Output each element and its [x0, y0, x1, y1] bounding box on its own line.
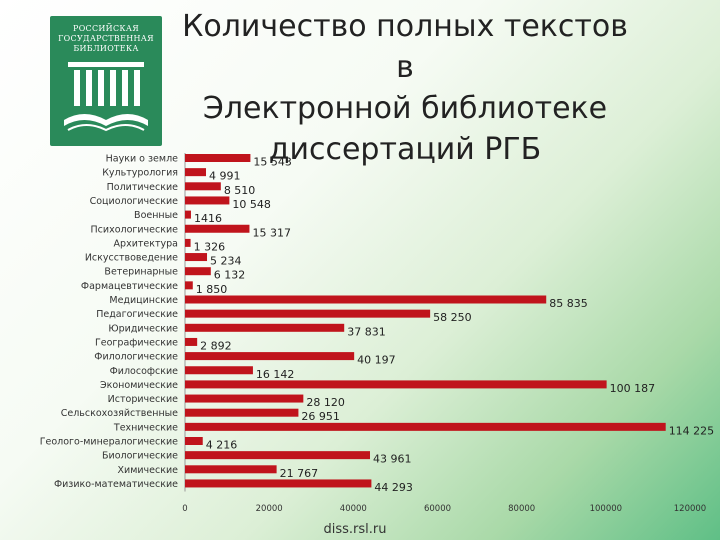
- value-label: 28 120: [306, 396, 345, 409]
- bar: [185, 238, 191, 247]
- category-label: Географические: [95, 337, 178, 348]
- category-label: Ветеринарные: [104, 267, 178, 278]
- category-label: Юридические: [108, 323, 178, 334]
- x-tick-label: 80000: [508, 504, 535, 514]
- value-label: 8 510: [224, 184, 256, 197]
- bar: [185, 366, 253, 375]
- category-label: Педагогические: [96, 309, 178, 320]
- value-label: 15 543: [253, 156, 292, 169]
- value-label: 10 548: [232, 198, 271, 211]
- title-line-3: диссертаций РГБ: [268, 132, 542, 167]
- bar: [185, 408, 299, 417]
- bar: [185, 182, 221, 191]
- bar: [185, 380, 607, 389]
- bar: [185, 323, 345, 332]
- category-label: Исторические: [108, 394, 178, 405]
- value-label: 85 835: [549, 297, 588, 310]
- value-label: 1 850: [196, 283, 228, 296]
- page-title: Количество полных текстов в Электронной …: [170, 6, 640, 170]
- x-tick-label: 100000: [590, 504, 622, 514]
- bar: [185, 337, 198, 346]
- value-label: 4 991: [209, 170, 241, 183]
- x-tick-label: 40000: [340, 504, 367, 514]
- category-label: Науки о земле: [106, 154, 178, 165]
- value-label: 26 951: [301, 410, 340, 423]
- value-label: 5 234: [210, 255, 242, 268]
- value-label: 1 326: [194, 240, 226, 253]
- value-label: 21 767: [280, 467, 319, 480]
- value-label: 43 961: [373, 453, 412, 466]
- title-line-1: Количество полных текстов в: [182, 9, 628, 85]
- category-label: Фармацевтические: [81, 281, 178, 292]
- bar: [185, 210, 191, 219]
- bar: [185, 394, 304, 403]
- logo-text-line1: РОССИЙСКАЯ: [73, 24, 139, 33]
- bar: [185, 168, 207, 177]
- value-label: 37 831: [347, 325, 386, 338]
- category-label: Химические: [118, 465, 179, 476]
- bar: [185, 281, 193, 290]
- library-logo: РОССИЙСКАЯ ГОСУДАРСТВЕННАЯ БИБЛИОТЕКА: [50, 16, 162, 146]
- footer-url: diss.rsl.ru: [323, 522, 387, 537]
- bar: [185, 422, 666, 431]
- title-line-2: Электронной библиотеке: [202, 91, 608, 126]
- bar: [185, 437, 203, 445]
- x-tick-label: 120000: [674, 504, 706, 514]
- value-label: 100 187: [610, 382, 656, 395]
- category-label: Биологические: [102, 451, 178, 462]
- bar: [185, 154, 251, 162]
- bar: [185, 352, 355, 361]
- bar: [185, 267, 211, 276]
- category-label: Психологические: [91, 224, 179, 235]
- category-label: Культурология: [102, 168, 178, 179]
- value-label: 1416: [194, 212, 222, 225]
- bar: [185, 465, 277, 474]
- value-label: 44 293: [374, 481, 413, 494]
- value-label: 58 250: [433, 311, 472, 324]
- bar: [185, 196, 230, 205]
- value-label: 2 892: [200, 339, 232, 352]
- category-label: Искусствоведение: [85, 253, 178, 264]
- category-label: Технические: [113, 422, 178, 433]
- category-label: Социологические: [90, 196, 179, 207]
- bar: [185, 479, 372, 488]
- category-label: Сельскохозяйственные: [61, 408, 178, 419]
- logo-text: РОССИЙСКАЯ ГОСУДАРСТВЕННАЯ БИБЛИОТЕКА: [58, 24, 154, 54]
- value-label: 4 216: [206, 439, 238, 452]
- value-label: 15 317: [252, 226, 291, 239]
- value-label: 6 132: [214, 269, 246, 282]
- bar: [185, 224, 250, 233]
- category-label: Медицинские: [109, 295, 178, 306]
- category-label: Архитектура: [114, 238, 178, 249]
- logo-text-line3: БИБЛИОТЕКА: [73, 44, 139, 53]
- book-columns-icon: [64, 62, 148, 132]
- x-tick-label: 0: [182, 504, 187, 514]
- category-label: Экономические: [100, 380, 178, 391]
- value-label: 114 225: [669, 424, 715, 437]
- bar: [185, 295, 547, 304]
- category-label: Политические: [107, 182, 179, 193]
- bar: [185, 309, 431, 318]
- category-label: Физико-математические: [54, 479, 178, 490]
- category-label: Военные: [134, 210, 178, 221]
- bar: [185, 451, 371, 460]
- value-label: 16 142: [256, 368, 294, 381]
- x-tick-label: 60000: [424, 504, 451, 514]
- category-label: Филологические: [94, 352, 178, 363]
- category-label: Геолого-минералогические: [40, 437, 178, 448]
- value-label: 40 197: [357, 354, 396, 367]
- logo-text-line2: ГОСУДАРСТВЕННАЯ: [58, 34, 154, 43]
- category-label: Философские: [110, 366, 179, 377]
- x-tick-label: 20000: [256, 504, 283, 514]
- bar: [185, 253, 208, 262]
